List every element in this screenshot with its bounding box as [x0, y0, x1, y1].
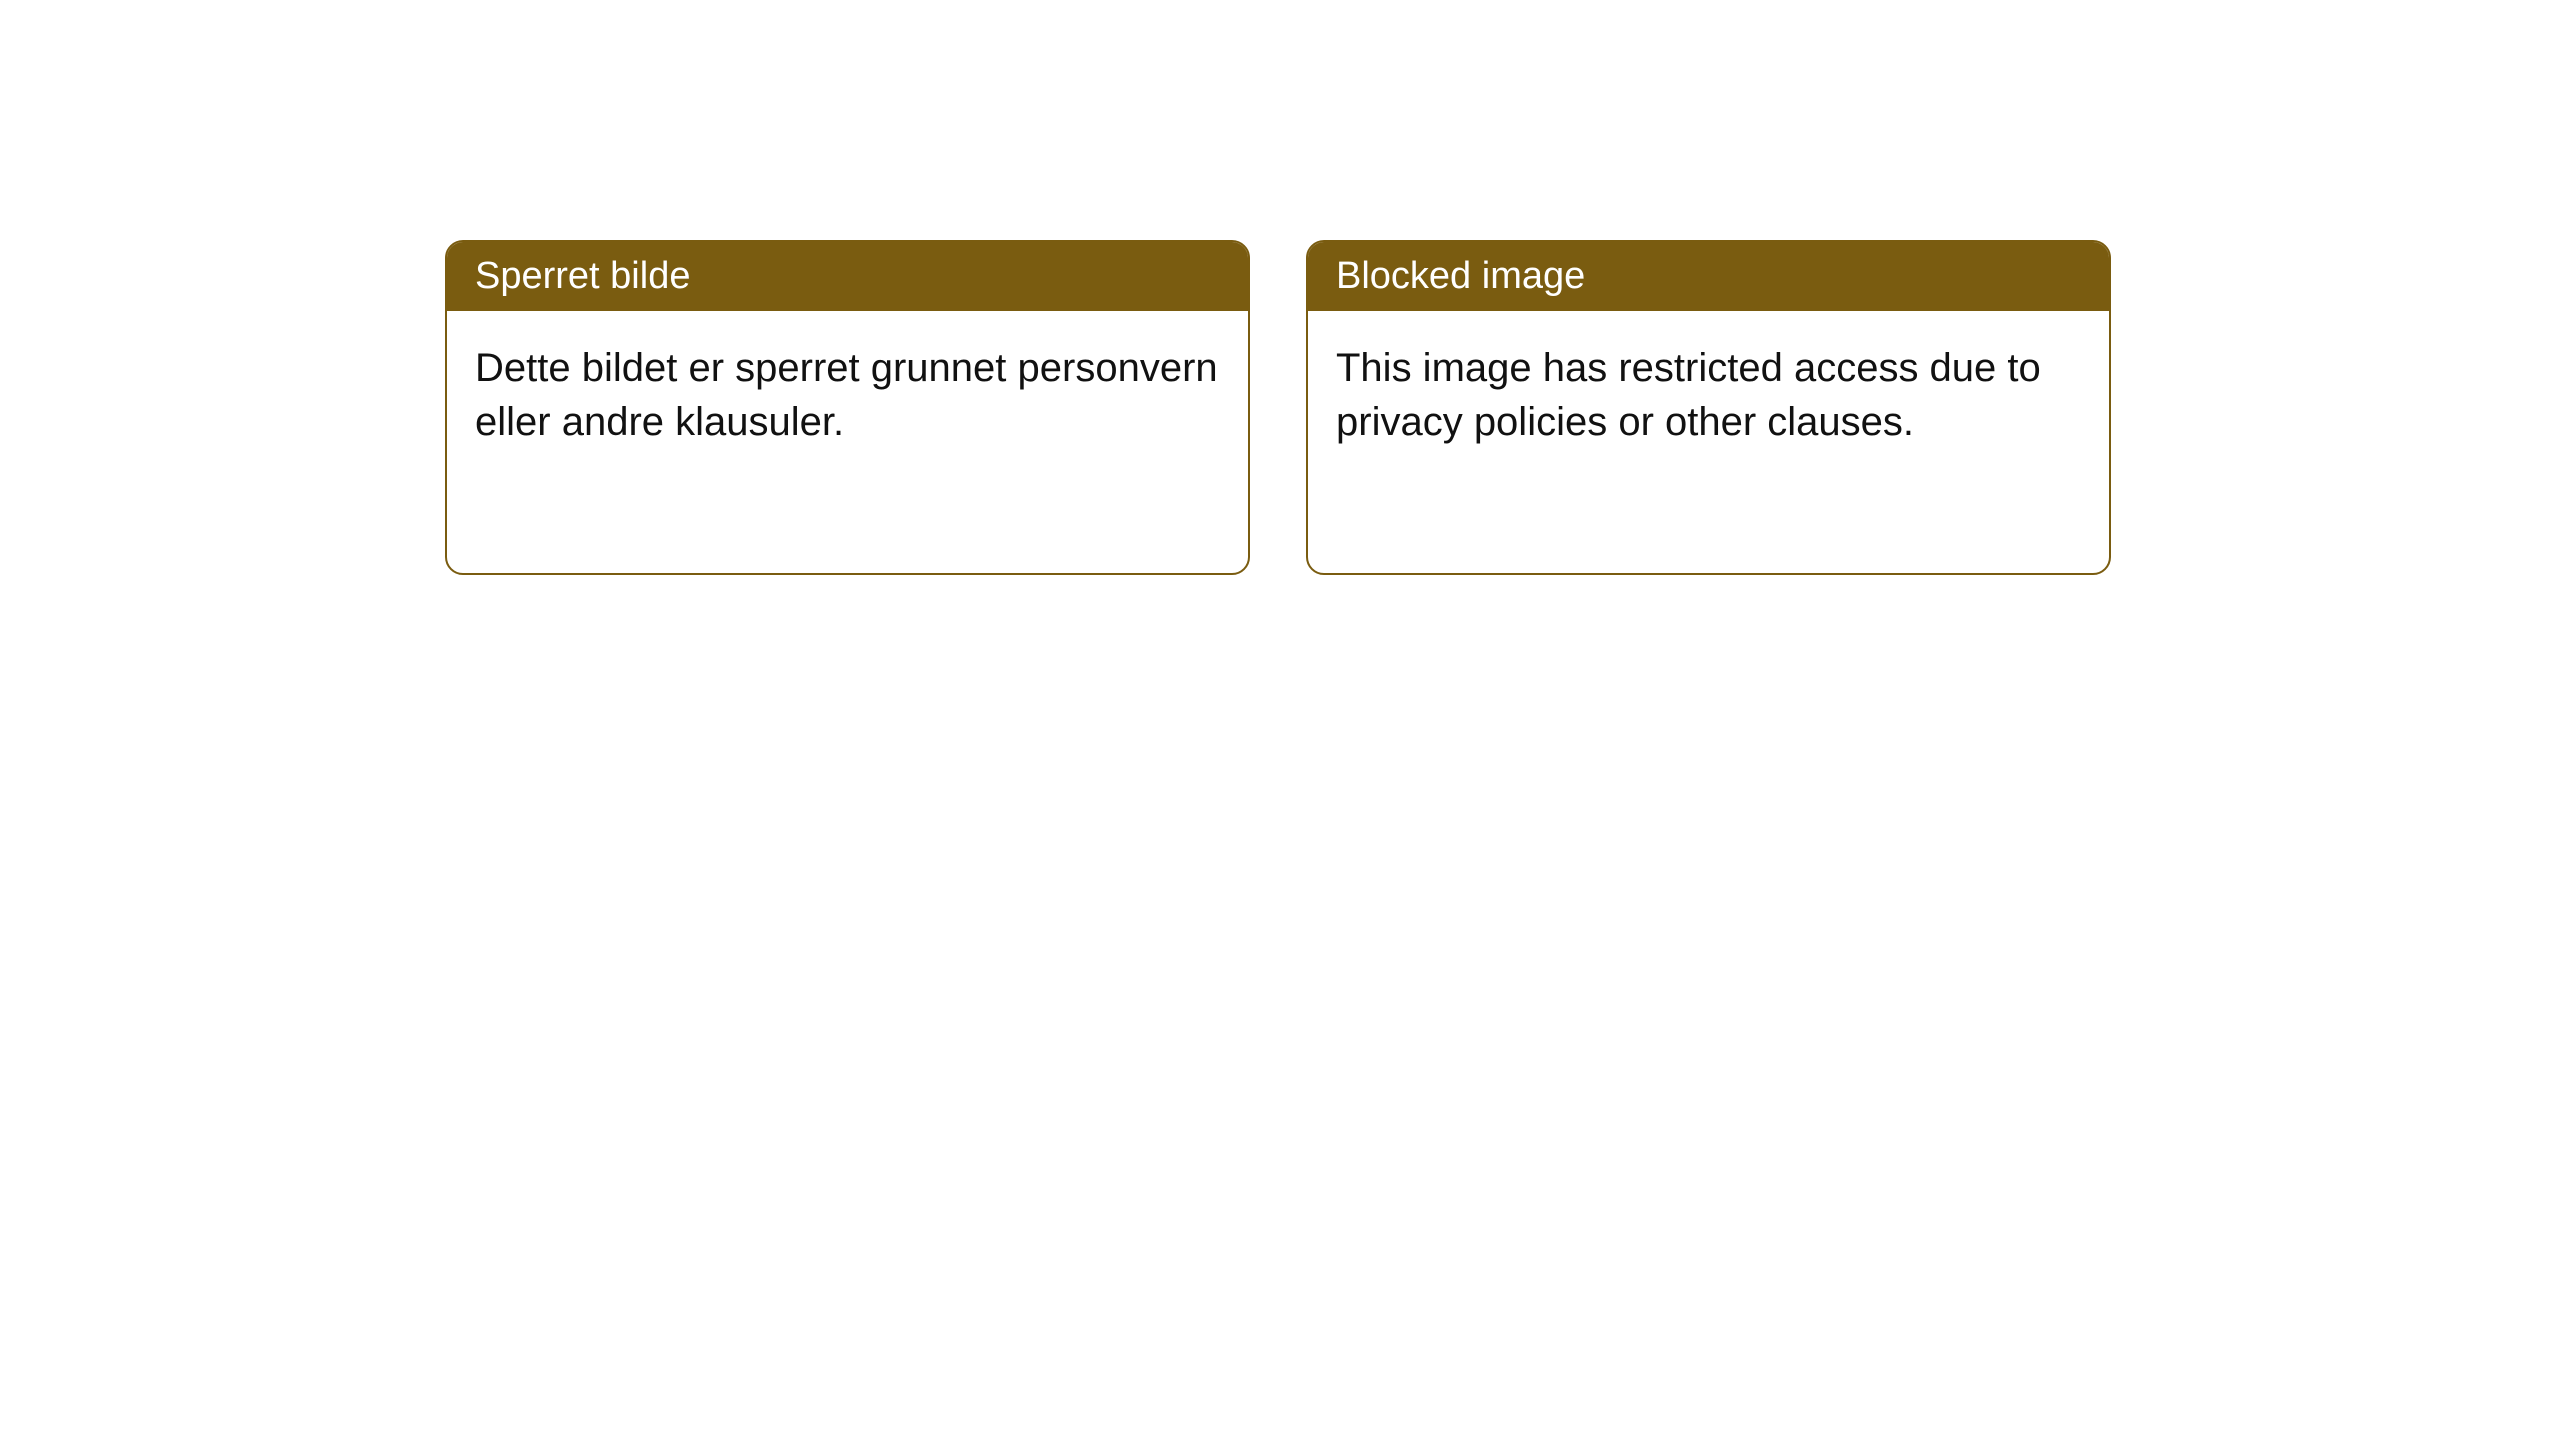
blocked-image-notice-container: Sperret bilde Dette bildet er sperret gr… — [445, 240, 2111, 575]
blocked-image-card-no: Sperret bilde Dette bildet er sperret gr… — [445, 240, 1250, 575]
card-body-en: This image has restricted access due to … — [1308, 311, 2109, 479]
card-body-no: Dette bildet er sperret grunnet personve… — [447, 311, 1248, 479]
blocked-image-card-en: Blocked image This image has restricted … — [1306, 240, 2111, 575]
card-header-no: Sperret bilde — [447, 242, 1248, 311]
card-body-text-no: Dette bildet er sperret grunnet personve… — [475, 346, 1218, 444]
card-title-en: Blocked image — [1336, 255, 1585, 297]
card-title-no: Sperret bilde — [475, 255, 690, 297]
card-header-en: Blocked image — [1308, 242, 2109, 311]
card-body-text-en: This image has restricted access due to … — [1336, 346, 2041, 444]
